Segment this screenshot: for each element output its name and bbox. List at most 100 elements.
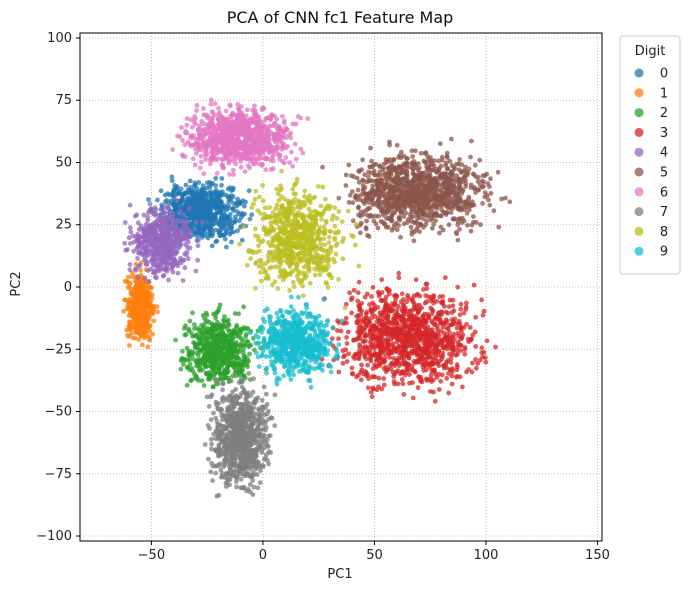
point-digit-5	[475, 179, 481, 184]
point-digit-4	[152, 213, 158, 218]
point-digit-4	[135, 275, 141, 280]
point-digit-3	[398, 371, 403, 377]
point-digit-3	[422, 300, 428, 306]
grid-lines	[80, 33, 602, 541]
point-digit-3	[457, 321, 463, 327]
point-digit-0	[249, 212, 255, 218]
point-digit-0	[239, 237, 245, 243]
point-digit-3	[356, 279, 362, 285]
point-digit-5	[439, 174, 445, 180]
point-digit-5	[364, 218, 369, 224]
point-digit-0	[229, 239, 234, 245]
point-digit-3	[405, 293, 410, 298]
point-digit-3	[429, 359, 435, 364]
point-digit-5	[464, 202, 470, 208]
point-digit-3	[396, 275, 402, 281]
point-digit-3	[404, 367, 410, 373]
point-digit-4	[177, 244, 182, 250]
point-digit-3	[464, 300, 469, 306]
point-digit-3	[394, 330, 400, 336]
point-digit-5	[408, 224, 414, 230]
point-digit-4	[176, 218, 181, 224]
point-digit-0	[179, 196, 185, 202]
point-digit-2	[197, 366, 203, 372]
point-digit-3	[403, 351, 408, 356]
point-digit-5	[426, 202, 431, 207]
point-digit-3	[370, 285, 376, 290]
point-digit-0	[225, 214, 231, 219]
point-digit-0	[224, 244, 229, 250]
point-digit-5	[410, 187, 416, 193]
point-digit-4	[175, 270, 181, 276]
point-digit-4	[152, 243, 158, 249]
point-digit-3	[369, 342, 375, 347]
point-digit-2	[190, 310, 195, 316]
point-digit-2	[241, 354, 247, 360]
point-digit-3	[356, 325, 362, 331]
point-digit-3	[369, 394, 375, 400]
point-digit-0	[219, 176, 225, 181]
point-digit-4	[135, 220, 141, 226]
point-digit-3	[394, 312, 400, 318]
point-digit-3	[400, 381, 406, 387]
point-digit-0	[215, 195, 221, 201]
point-digit-3	[407, 335, 413, 341]
point-digit-3	[357, 335, 363, 341]
point-digit-1	[135, 294, 141, 300]
point-digit-4	[165, 231, 170, 237]
point-digit-0	[222, 203, 228, 209]
point-digit-3	[464, 369, 469, 375]
point-digit-2	[224, 370, 230, 376]
point-digit-5	[475, 187, 481, 193]
point-digit-5	[346, 162, 352, 168]
point-digit-4	[161, 272, 167, 278]
point-digit-3	[424, 327, 429, 332]
point-digit-3	[349, 365, 355, 371]
point-digit-5	[343, 183, 349, 188]
point-digit-0	[205, 235, 211, 241]
point-digit-5	[415, 167, 421, 173]
point-digit-0	[207, 184, 213, 190]
point-digit-3	[431, 377, 436, 383]
point-digit-5	[465, 222, 470, 228]
point-digit-5	[362, 172, 367, 178]
point-digit-1	[125, 274, 131, 280]
point-digit-3	[336, 369, 342, 375]
point-digit-5	[384, 215, 389, 221]
point-digit-5	[432, 196, 438, 201]
point-digit-3	[442, 275, 448, 281]
point-digit-3	[432, 398, 438, 404]
point-digit-3	[383, 331, 388, 337]
point-digit-3	[401, 392, 407, 397]
point-digit-3	[395, 360, 401, 366]
point-digit-3	[464, 321, 469, 327]
point-digit-2	[196, 341, 202, 347]
point-digit-5	[456, 186, 462, 192]
point-digit-5	[369, 158, 374, 164]
point-digit-2	[236, 349, 242, 355]
point-digit-3	[383, 302, 389, 308]
point-digit-3	[410, 323, 415, 328]
point-digit-0	[226, 203, 231, 209]
point-digit-4	[152, 205, 158, 211]
point-digit-3	[369, 310, 375, 316]
point-digit-5	[468, 228, 474, 234]
point-digit-2	[200, 357, 206, 363]
point-digit-5	[487, 202, 493, 208]
point-digit-3	[469, 369, 475, 375]
point-digit-5	[368, 212, 373, 218]
point-digit-2	[212, 327, 218, 333]
point-digit-5	[407, 192, 412, 198]
point-digit-0	[192, 180, 198, 186]
point-digit-3	[463, 306, 469, 312]
point-digit-6	[282, 118, 287, 124]
point-digit-5	[471, 214, 476, 220]
point-digit-3	[355, 313, 361, 318]
point-digit-0	[246, 188, 252, 194]
point-digit-2	[217, 337, 223, 343]
point-digit-5	[429, 158, 434, 164]
point-digit-4	[157, 250, 163, 256]
point-digit-3	[346, 351, 351, 357]
point-digit-3	[446, 390, 452, 396]
point-digit-3	[381, 382, 387, 388]
